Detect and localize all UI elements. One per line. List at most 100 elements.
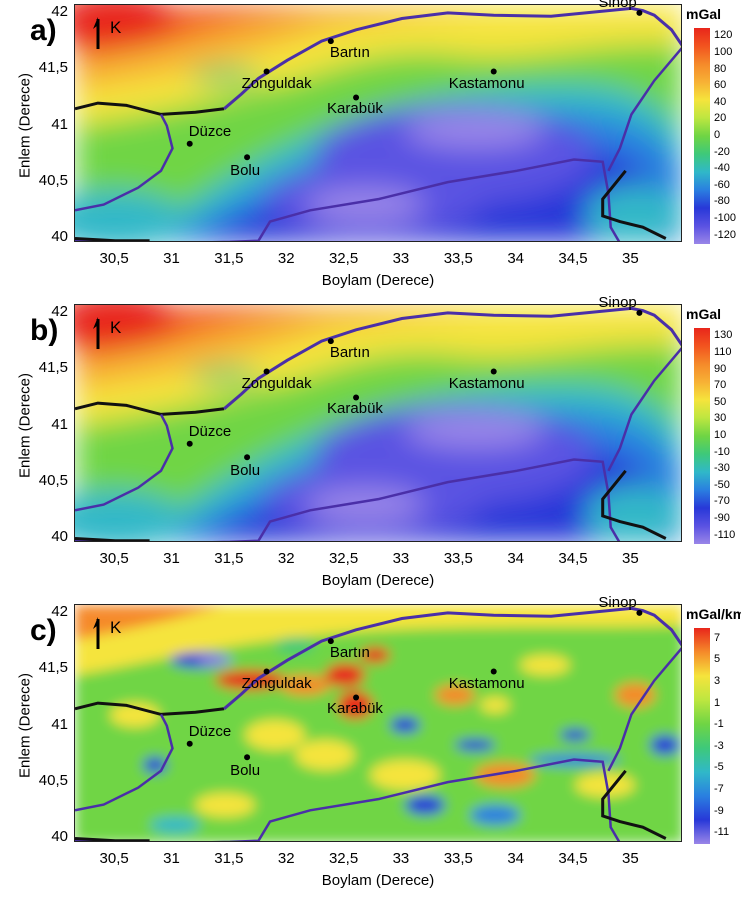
x-tick-label: 32,5 [328, 250, 359, 267]
colorbar-tick: -1 [714, 718, 724, 731]
city-marker-kastamonu [490, 668, 497, 675]
colorbar-unit: mGal/km [686, 606, 741, 622]
colorbar-tick: 5 [714, 653, 721, 666]
city-marker-dzce [186, 140, 193, 147]
city-marker-karabk [353, 394, 360, 401]
city-marker-dzce [186, 440, 193, 447]
x-tick-label: 33,5 [443, 250, 473, 267]
x-tick-label: 32 [277, 250, 295, 267]
x-tick-label: 30,5 [99, 850, 129, 867]
panel-label: c) [30, 614, 57, 647]
city-marker-bartn [327, 338, 334, 345]
y-tick-label: 40 [51, 228, 68, 246]
colorbar-tick: -50 [714, 478, 730, 491]
x-tick-label: 33,5 [443, 850, 473, 867]
colorbar [694, 328, 710, 544]
x-tick-label: 34,5 [558, 250, 588, 267]
colorbar-tick: -10 [714, 445, 730, 458]
north-arrow-label: K [110, 318, 122, 337]
north-arrow-label: K [110, 618, 122, 637]
gravity-map [74, 304, 682, 542]
gravity-map [74, 604, 682, 842]
colorbar-tick: -20 [714, 145, 730, 158]
x-tick-label: 33 [392, 550, 410, 567]
map-panel-c: Sinop Bartın Zonguldak Kastamonu Karabük Düzc… [0, 594, 741, 900]
city-label: Bolu [230, 762, 261, 780]
y-tick-label: 41 [51, 415, 68, 433]
city-marker-sinop [636, 309, 643, 316]
colorbar-unit: mGal [686, 306, 722, 322]
colorbar-tick: -80 [714, 195, 730, 208]
colorbar-tick: -5 [714, 761, 724, 774]
colorbar-tick: 110 [714, 345, 732, 358]
city-marker-zonguldak [263, 668, 270, 675]
city-label: Bolu [230, 162, 261, 180]
north-arrow-icon [93, 17, 100, 49]
panel-label: b) [30, 314, 59, 347]
x-tick-label: 31 [163, 850, 180, 867]
city-label: Düzce [188, 122, 232, 140]
city-marker-kastamonu [490, 368, 497, 375]
city-label: Zonguldak [241, 674, 312, 692]
colorbar-tick: 60 [714, 79, 727, 92]
city-label: Sinop [598, 0, 637, 11]
colorbar-tick: -70 [714, 495, 730, 508]
city-marker-karabk [353, 94, 360, 101]
city-marker-sinop [636, 9, 643, 16]
y-tick-label: 42 [51, 602, 68, 620]
city-marker-bolu [244, 154, 251, 161]
y-tick-label: 41 [51, 715, 68, 733]
city-label: Bartın [329, 344, 370, 362]
city-label: Bartın [329, 644, 370, 662]
city-label: Sinop [598, 293, 637, 311]
x-tick-label: 33,5 [443, 550, 473, 567]
city-label: Zonguldak [241, 74, 312, 92]
city-label: Zonguldak [241, 374, 312, 392]
colorbar-tick: 20 [714, 112, 727, 125]
colorbar [694, 28, 710, 244]
x-axis-label: Boylam (Derece) [321, 572, 435, 589]
x-tick-label: 34,5 [558, 850, 588, 867]
x-tick-label: 35 [622, 550, 639, 567]
y-axis-label: Enlem (Derece) [16, 372, 34, 479]
x-tick-label: 31 [163, 550, 180, 567]
city-marker-karabk [353, 694, 360, 701]
y-tick-label: 41,5 [38, 59, 68, 77]
city-label: Karabük [327, 100, 383, 118]
x-tick-label: 34 [507, 850, 524, 867]
city-label: Kastamonu [448, 674, 525, 692]
y-tick-label: 40 [51, 528, 68, 546]
y-tick-label: 41,5 [38, 659, 68, 677]
colorbar-tick: 130 [714, 329, 733, 342]
x-tick-label: 34,5 [558, 550, 588, 567]
colorbar-tick: -60 [714, 178, 730, 191]
y-tick-label: 40 [51, 828, 68, 846]
city-marker-bolu [244, 454, 251, 461]
city-marker-sinop [636, 609, 643, 616]
x-tick-label: 31,5 [214, 850, 244, 867]
city-marker-bartn [327, 38, 334, 45]
y-tick-label: 40,5 [38, 772, 68, 790]
x-tick-label: 35 [622, 250, 639, 267]
city-marker-dzce [186, 740, 193, 747]
colorbar-tick: 50 [714, 395, 727, 408]
map-panel-a: Sinop Bartın Zonguldak Kastamonu Karabük Düzc… [0, 0, 741, 300]
city-label: Bartın [329, 44, 370, 62]
colorbar-tick: -100 [714, 212, 737, 225]
y-axis-label: Enlem (Derece) [16, 672, 34, 779]
y-tick-label: 40,5 [38, 472, 68, 490]
y-tick-label: 41 [51, 115, 68, 133]
city-label: Kastamonu [448, 74, 525, 92]
colorbar-tick: -120 [714, 228, 737, 241]
colorbar-tick: 3 [714, 675, 721, 687]
x-tick-label: 34 [507, 550, 524, 567]
colorbar-tick: 10 [714, 429, 727, 441]
city-label: Sinop [598, 593, 637, 611]
gravity-map [74, 4, 682, 242]
panel-label: a) [30, 14, 57, 47]
city-marker-bolu [244, 754, 251, 761]
city-marker-zonguldak [263, 368, 270, 375]
x-tick-label: 32 [277, 850, 295, 867]
city-label: Düzce [188, 422, 232, 440]
colorbar-tick: -11 [714, 826, 730, 839]
